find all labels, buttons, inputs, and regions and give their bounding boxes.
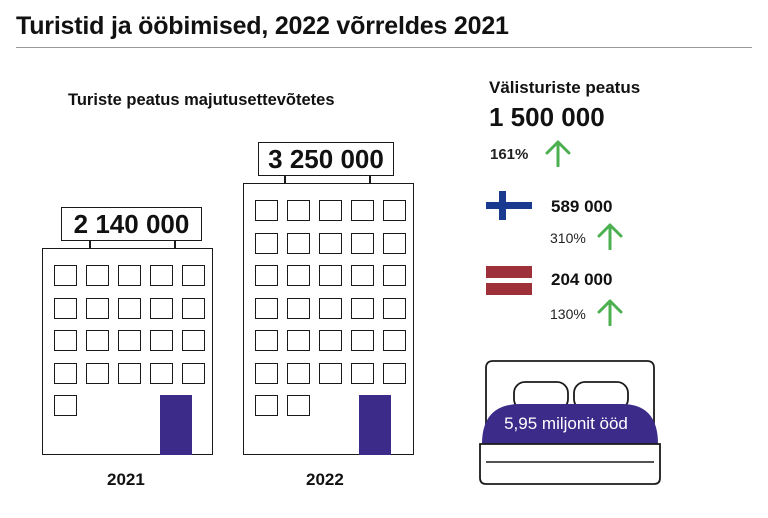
window-icon [54, 362, 77, 384]
window-icon [287, 362, 310, 384]
window-icon [255, 232, 278, 254]
window-icon [255, 297, 278, 319]
up-arrow-icon [597, 223, 623, 250]
page-title: Turistid ja ööbimised, 2022 võrreldes 20… [16, 12, 509, 40]
window-icon [255, 265, 278, 286]
value-2021-box: 2 140 000 [61, 207, 202, 241]
finland-tourists-value: 589 000 [551, 197, 613, 216]
window-icon [86, 265, 109, 286]
up-arrow-icon [545, 140, 571, 167]
window-icon [86, 362, 109, 384]
total-growth-percent: 161% [490, 146, 529, 163]
sign-post-left [284, 175, 286, 184]
window-icon [118, 362, 141, 384]
window-icon [383, 362, 406, 384]
window-icon [182, 330, 205, 351]
window-icon [287, 395, 310, 416]
building-2022-icon [243, 183, 414, 455]
window-icon [319, 200, 342, 221]
window-icon [150, 297, 173, 319]
window-icon [287, 297, 310, 319]
up-arrow-icon [597, 299, 623, 326]
window-icon [255, 200, 278, 221]
window-icon [351, 232, 374, 254]
latvia-flag-icon [486, 266, 532, 295]
sign-post-right [369, 175, 371, 184]
window-icon [255, 330, 278, 351]
sign-post-left [89, 240, 91, 249]
window-icon [182, 265, 205, 286]
door-icon [160, 395, 192, 455]
building-2021-icon [42, 248, 213, 455]
window-icon [319, 265, 342, 286]
window-icon [319, 362, 342, 384]
window-icon [351, 200, 374, 221]
window-icon [54, 265, 77, 286]
window-icon [287, 200, 310, 221]
window-icon [383, 265, 406, 286]
window-icon [383, 200, 406, 221]
accommodation-subtitle: Turiste peatus majutusettevõtetes [68, 91, 335, 109]
window-icon [150, 330, 173, 351]
window-icon [182, 362, 205, 384]
window-icon [383, 330, 406, 351]
window-icon [54, 395, 77, 416]
foreign-tourists-total: 1 500 000 [489, 102, 605, 132]
window-icon [150, 362, 173, 384]
finland-growth-percent: 310% [550, 230, 586, 246]
window-icon [118, 265, 141, 286]
window-icon [118, 297, 141, 319]
window-icon [383, 297, 406, 319]
title-divider [16, 47, 752, 48]
year-2021-label: 2021 [107, 470, 145, 489]
window-icon [118, 330, 141, 351]
latvia-growth-percent: 130% [550, 306, 586, 322]
latvia-tourists-value: 204 000 [551, 270, 613, 289]
finland-flag-icon [486, 191, 532, 220]
window-icon [287, 232, 310, 254]
window-icon [319, 330, 342, 351]
year-2022-label: 2022 [306, 470, 344, 489]
value-2022-box: 3 250 000 [258, 142, 394, 176]
window-icon [287, 330, 310, 351]
window-icon [86, 297, 109, 319]
window-icon [319, 297, 342, 319]
bed-icon [479, 360, 661, 485]
sign-post-right [174, 240, 176, 249]
nights-label: 5,95 miljonit ööd [504, 414, 628, 433]
window-icon [351, 265, 374, 286]
window-icon [287, 265, 310, 286]
window-icon [255, 395, 278, 416]
window-icon [351, 362, 374, 384]
window-icon [255, 362, 278, 384]
window-icon [319, 232, 342, 254]
window-icon [383, 232, 406, 254]
window-icon [54, 330, 77, 351]
window-icon [150, 265, 173, 286]
window-icon [182, 297, 205, 319]
window-icon [351, 297, 374, 319]
window-icon [54, 297, 77, 319]
foreign-tourists-title: Välisturiste peatus [489, 78, 641, 97]
door-icon [359, 395, 391, 455]
window-icon [351, 330, 374, 351]
window-icon [86, 330, 109, 351]
